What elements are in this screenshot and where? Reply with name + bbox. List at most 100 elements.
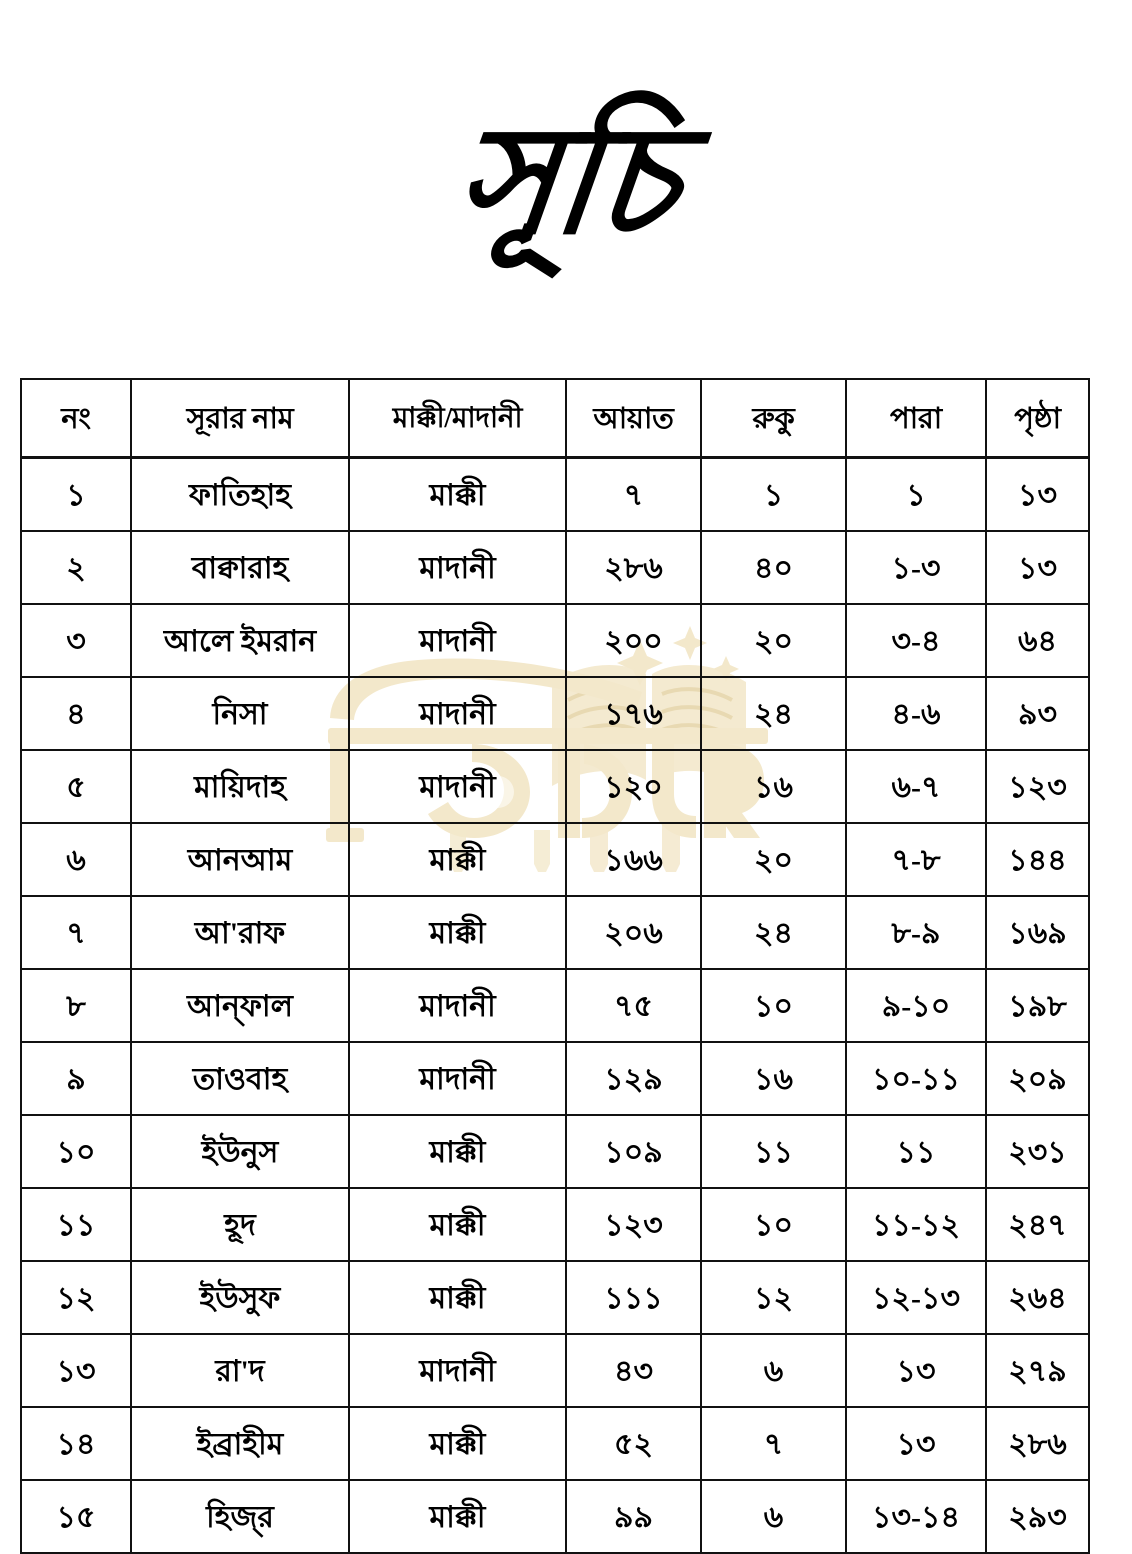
cell-ruku: ১০ (700, 1187, 847, 1262)
cell-ayat: ৫২ (565, 1406, 702, 1481)
cell-type-value: মাদানী (419, 1062, 496, 1096)
cell-ruku-value: ১ (763, 478, 784, 512)
cell-name-value: মায়িদাহ (194, 770, 286, 804)
table-row[interactable]: ১৩ রা'দ মাদানী ৪৩ ৬ ১৩ ২৭৯ (20, 1333, 1090, 1408)
cell-type-value: মাক্কী (429, 916, 486, 950)
column-header-type: মাক্কী/মাদানী (348, 378, 567, 459)
cell-name-value: আলে ইমরান (163, 624, 317, 658)
table-row[interactable]: ৪ নিসা মাদানী ১৭৬ ২৪ ৪-৬ ৯৩ (20, 676, 1090, 751)
cell-page-value: ২৮৬ (1008, 1427, 1067, 1461)
cell-type: মাক্কী (348, 1114, 567, 1189)
cell-ayat-value: ১২০ (604, 770, 663, 804)
cell-ruku-value: ১০ (754, 1208, 793, 1242)
cell-para: ১২-১৩ (845, 1260, 987, 1335)
cell-no: ১৫ (20, 1479, 132, 1554)
cell-type: মাক্কী (348, 1260, 567, 1335)
cell-name: নিসা (130, 676, 350, 751)
cell-page: ১৩ (985, 530, 1090, 605)
cell-ruku-value: ৬ (763, 1500, 784, 1534)
cell-name: তাওবাহ (130, 1041, 350, 1116)
cell-no-value: ৫ (66, 770, 86, 804)
cell-name-value: ফাতিহাহ (189, 478, 291, 512)
column-header-ayat-label: আয়াত (593, 402, 674, 435)
table-row[interactable]: ৫ মায়িদাহ মাদানী ১২০ ১৬ ৬-৭ ১২৩ (20, 749, 1090, 824)
column-header-ruku-label: রুকু (752, 402, 795, 435)
cell-type: মাক্কী (348, 456, 567, 532)
cell-page: ১৯৮ (985, 968, 1090, 1043)
cell-name-value: আন্‌ফাল (187, 989, 293, 1023)
cell-name: বাক্বারাহ (130, 530, 350, 605)
cell-no: ৬ (20, 822, 132, 897)
table-row[interactable]: ১ ফাতিহাহ মাক্কী ৭ ১ ১ ১৩ (20, 456, 1090, 532)
table-row[interactable]: ১৪ ইব্রাহীম মাক্কী ৫২ ৭ ১৩ ২৮৬ (20, 1406, 1090, 1481)
table-row[interactable]: ১৫ হিজ্‌র মাক্কী ৯৯ ৬ ১৩-১৪ ২৯৩ (20, 1479, 1090, 1554)
cell-name-value: রা'দ (215, 1354, 265, 1388)
cell-para: ১ (845, 456, 987, 532)
cell-name-value: হূদ (224, 1208, 256, 1242)
cell-name: রা'দ (130, 1333, 350, 1408)
cell-ayat: ১২৩ (565, 1187, 702, 1262)
cell-para: ১-৩ (845, 530, 987, 605)
cell-ayat: ১১১ (565, 1260, 702, 1335)
cell-ayat-value: ১২৩ (604, 1208, 663, 1242)
cell-ruku: ২৪ (700, 676, 847, 751)
cell-type: মাক্কী (348, 822, 567, 897)
cell-ayat-value: ৪৩ (614, 1354, 653, 1388)
cell-type-value: মাক্কী (429, 1500, 486, 1534)
table-row[interactable]: ১০ ইউনুস মাক্কী ১০৯ ১১ ১১ ২৩১ (20, 1114, 1090, 1189)
cell-ruku: ৭ (700, 1406, 847, 1481)
table-row[interactable]: ২ বাক্বারাহ মাদানী ২৮৬ ৪০ ১-৩ ১৩ (20, 530, 1090, 605)
cell-para: ১১-১২ (845, 1187, 987, 1262)
cell-ruku-value: ৭ (763, 1427, 784, 1461)
table-row[interactable]: ৬ আনআম মাক্কী ১৬৬ ২০ ৭-৮ ১৪৪ (20, 822, 1090, 897)
cell-ayat-value: ২৮৬ (604, 551, 663, 585)
cell-para-value: ৭-৮ (891, 843, 941, 877)
cell-page: ২৭৯ (985, 1333, 1090, 1408)
cell-ruku: ৪০ (700, 530, 847, 605)
cell-para-value: ১৩ (896, 1354, 936, 1388)
cell-para-value: ১-৩ (891, 551, 941, 585)
table-of-contents: নং সূরার নাম মাক্কী/মাদানী আয়াত রুকু পা… (20, 378, 1090, 1554)
cell-para: ৬-৭ (845, 749, 987, 824)
cell-para-value: ১৩-১৪ (872, 1500, 960, 1534)
cell-ruku-value: ১০ (754, 989, 793, 1023)
cell-name: আনআম (130, 822, 350, 897)
table-row[interactable]: ৭ আ'রাফ মাক্কী ২০৬ ২৪ ৮-৯ ১৬৯ (20, 895, 1090, 970)
cell-page-value: ১৬৯ (1008, 916, 1067, 950)
page-title: সূচি (448, 99, 684, 265)
cell-ayat-value: ১১১ (604, 1281, 663, 1315)
cell-page: ১৩ (985, 456, 1090, 532)
cell-ayat: ৪৩ (565, 1333, 702, 1408)
cell-type: মাদানী (348, 603, 567, 678)
cell-para: ৮-৯ (845, 895, 987, 970)
column-header-name: সূরার নাম (130, 378, 350, 459)
cell-ruku-value: ২০ (753, 843, 793, 877)
cell-para: ১০-১১ (845, 1041, 987, 1116)
table-row[interactable]: ১১ হূদ মাক্কী ১২৩ ১০ ১১-১২ ২৪৭ (20, 1187, 1090, 1262)
cell-para-value: ৯-১০ (881, 989, 951, 1023)
cell-name-value: আনআম (187, 843, 293, 877)
cell-no: ১ (20, 456, 132, 532)
cell-ayat-value: ১২৯ (604, 1062, 663, 1096)
cell-name: আন্‌ফাল (130, 968, 350, 1043)
table-row[interactable]: ৩ আলে ইমরান মাদানী ২০০ ২০ ৩-৪ ৬৪ (20, 603, 1090, 678)
cell-ayat: ২৮৬ (565, 530, 702, 605)
cell-page-value: ৬৪ (1018, 624, 1057, 658)
table-row[interactable]: ১২ ইউসুফ মাক্কী ১১১ ১২ ১২-১৩ ২৬৪ (20, 1260, 1090, 1335)
table-row[interactable]: ৮ আন্‌ফাল মাদানী ৭৫ ১০ ৯-১০ ১৯৮ (20, 968, 1090, 1043)
table-row[interactable]: ৯ তাওবাহ মাদানী ১২৯ ১৬ ১০-১১ ২০৯ (20, 1041, 1090, 1116)
cell-type: মাদানী (348, 1041, 567, 1116)
cell-ayat-value: ১০৯ (604, 1135, 663, 1169)
cell-type: মাদানী (348, 968, 567, 1043)
cell-type: মাদানী (348, 530, 567, 605)
cell-name: আ'রাফ (130, 895, 350, 970)
cell-ayat: ৭ (565, 456, 702, 532)
cell-para: ১৩ (845, 1333, 987, 1408)
table-header-row: নং সূরার নাম মাক্কী/মাদানী আয়াত রুকু পা… (20, 378, 1090, 459)
cell-type-value: মাক্কী (429, 1427, 486, 1461)
cell-ayat-value: ৫২ (614, 1427, 653, 1461)
cell-type-value: মাদানী (419, 1354, 496, 1388)
surah-index-table: নং সূরার নাম মাক্কী/মাদানী আয়াত রুকু পা… (20, 378, 1090, 1554)
cell-para: ১৩-১৪ (845, 1479, 987, 1554)
cell-page: ২৩১ (985, 1114, 1090, 1189)
